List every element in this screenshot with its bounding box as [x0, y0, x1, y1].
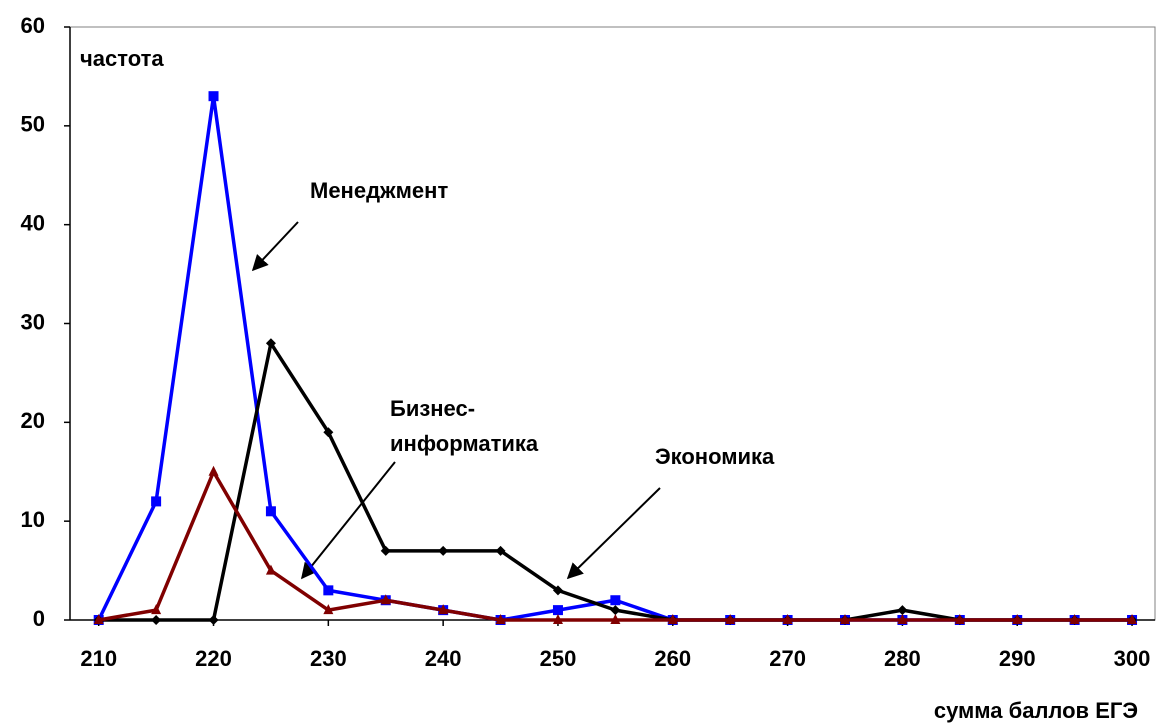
x-tick-label: 290	[999, 646, 1036, 671]
y-tick-label: 10	[21, 507, 45, 532]
data-point	[265, 338, 276, 349]
data-point	[208, 91, 219, 102]
y-tick-label: 30	[21, 309, 45, 334]
data-point	[495, 545, 506, 556]
data-point	[323, 585, 334, 596]
y-axis-label: частота	[80, 46, 164, 71]
data-point	[380, 594, 391, 605]
data-point	[1127, 614, 1138, 624]
series-label: Менеджмент	[310, 178, 448, 203]
data-point	[610, 605, 621, 616]
y-tick-label: 60	[21, 13, 45, 38]
y-tick-label: 40	[21, 210, 45, 235]
data-point	[151, 604, 162, 615]
x-tick-label: 260	[654, 646, 691, 671]
data-point	[93, 614, 104, 624]
data-point	[495, 614, 506, 624]
x-axis-label: сумма баллов ЕГЭ	[934, 698, 1138, 723]
arrow	[300, 461, 396, 580]
data-point	[782, 614, 793, 624]
series-label: Бизнес-информатика	[390, 396, 539, 456]
data-point	[954, 614, 965, 624]
data-point	[265, 506, 276, 517]
x-tick-label: 300	[1114, 646, 1151, 671]
arrow	[251, 221, 299, 272]
data-point	[265, 564, 276, 575]
x-tick-label: 220	[195, 646, 232, 671]
data-point	[840, 614, 850, 624]
data-point	[208, 465, 219, 476]
data-point	[552, 585, 563, 596]
arrow	[566, 487, 661, 580]
y-tick-label: 0	[33, 606, 45, 631]
data-point	[552, 614, 563, 624]
data-point	[438, 545, 449, 556]
x-tick-label: 250	[540, 646, 577, 671]
x-tick-label: 270	[769, 646, 806, 671]
x-tick-label: 230	[310, 646, 347, 671]
data-point	[610, 595, 621, 606]
data-point	[552, 605, 563, 616]
data-point	[208, 615, 219, 625]
data-point	[151, 615, 162, 625]
data-point	[1069, 614, 1080, 624]
data-point	[725, 614, 736, 624]
data-point	[667, 614, 678, 624]
series-label: Экономика	[655, 444, 775, 469]
x-tick-label: 280	[884, 646, 921, 671]
x-tick-label: 240	[425, 646, 462, 671]
y-tick-label: 20	[21, 408, 45, 433]
data-point	[1012, 614, 1023, 624]
y-tick-label: 50	[21, 112, 45, 137]
annotation-arrows	[251, 221, 661, 580]
data-point	[323, 427, 334, 438]
data-point	[897, 605, 908, 616]
x-tick-label: 210	[80, 646, 117, 671]
data-point	[323, 604, 334, 615]
data-point	[610, 614, 621, 624]
data-point	[438, 604, 449, 615]
data-point	[380, 545, 391, 556]
data-point	[151, 496, 162, 507]
data-point	[897, 614, 908, 624]
